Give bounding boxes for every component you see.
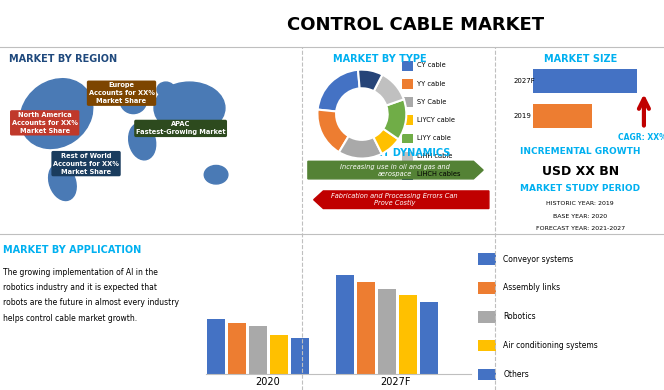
Text: APAC
Fastest-Growing Market: APAC Fastest-Growing Market: [136, 121, 225, 135]
Text: Europe
Accounts for XX%
Market Share: Europe Accounts for XX% Market Share: [88, 82, 155, 104]
Wedge shape: [339, 136, 382, 158]
Ellipse shape: [48, 164, 76, 200]
Bar: [207, 319, 225, 374]
Text: USD XX BN: USD XX BN: [542, 165, 619, 178]
Text: Air conditioning systems: Air conditioning systems: [503, 341, 598, 350]
Bar: [478, 282, 496, 294]
Bar: [533, 69, 637, 93]
Bar: [478, 340, 496, 351]
Text: 2027F: 2027F: [513, 78, 535, 84]
Bar: [478, 254, 496, 265]
Bar: [402, 152, 413, 161]
Bar: [402, 134, 413, 143]
Text: Fabrication and Processing Errors Can
Prove Costly: Fabrication and Processing Errors Can Pr…: [331, 193, 458, 206]
Bar: [249, 326, 268, 374]
FancyArrow shape: [308, 161, 483, 179]
Text: LiYCY cable: LiYCY cable: [417, 117, 455, 123]
Text: CY cable: CY cable: [417, 62, 446, 68]
Ellipse shape: [21, 79, 93, 149]
Text: Conveyor systems: Conveyor systems: [503, 255, 574, 264]
Ellipse shape: [154, 82, 225, 134]
Text: LiYY cable: LiYY cable: [417, 135, 451, 141]
Bar: [378, 289, 396, 374]
Text: MARKET BY REGION: MARKET BY REGION: [9, 54, 118, 64]
Text: SY Cable: SY Cable: [417, 99, 446, 105]
Bar: [291, 339, 309, 374]
Bar: [228, 323, 246, 374]
Text: LiHH cable: LiHH cable: [417, 153, 452, 159]
Bar: [478, 311, 496, 323]
Text: FORECAST YEAR: 2021-2027: FORECAST YEAR: 2021-2027: [536, 227, 625, 232]
Ellipse shape: [120, 88, 147, 113]
Wedge shape: [358, 70, 382, 91]
Text: INCREMENTAL GROWTH: INCREMENTAL GROWTH: [520, 147, 641, 156]
FancyArrow shape: [313, 191, 489, 209]
Bar: [357, 282, 375, 374]
Bar: [336, 275, 354, 374]
Text: MARKET DYNAMICS: MARKET DYNAMICS: [345, 148, 451, 158]
Text: North America
Accounts for XX%
Market Share: North America Accounts for XX% Market Sh…: [12, 112, 78, 134]
Bar: [270, 335, 288, 374]
Text: HISTORIC YEAR: 2019: HISTORIC YEAR: 2019: [546, 201, 614, 206]
Text: CONTROL CABLE MARKET: CONTROL CABLE MARKET: [287, 16, 544, 34]
Text: YY cable: YY cable: [417, 81, 445, 87]
Bar: [402, 79, 413, 89]
Text: Assembly links: Assembly links: [503, 284, 560, 292]
Text: LiHCH cables: LiHCH cables: [417, 171, 460, 177]
Text: 2019: 2019: [513, 113, 531, 119]
Text: CAGR: XX%: CAGR: XX%: [618, 133, 664, 142]
Ellipse shape: [129, 123, 155, 160]
Wedge shape: [373, 129, 398, 154]
Text: Rest of World
Accounts for XX%
Market Share: Rest of World Accounts for XX% Market Sh…: [53, 152, 119, 175]
Text: The growing implementation of AI in the
robotics industry and it is expected tha: The growing implementation of AI in the …: [3, 268, 179, 323]
Text: Others: Others: [503, 370, 529, 379]
Text: MARKET SIZE: MARKET SIZE: [544, 54, 617, 64]
Wedge shape: [374, 74, 404, 106]
Bar: [402, 61, 413, 71]
Bar: [533, 105, 592, 128]
Ellipse shape: [157, 82, 175, 97]
Wedge shape: [317, 70, 360, 112]
Bar: [402, 170, 413, 179]
Text: BASE YEAR: 2020: BASE YEAR: 2020: [553, 214, 608, 219]
Text: MARKET BY APPLICATION: MARKET BY APPLICATION: [3, 245, 141, 255]
Text: Increasing use in oil and gas and
aerospace: Increasing use in oil and gas and aerosp…: [339, 163, 450, 177]
Ellipse shape: [205, 165, 228, 184]
Text: MARKET BY TYPE: MARKET BY TYPE: [333, 54, 426, 64]
Text: MARKET STUDY PERIOD: MARKET STUDY PERIOD: [521, 184, 640, 193]
Bar: [402, 115, 413, 125]
Wedge shape: [383, 99, 406, 139]
Bar: [399, 296, 417, 374]
Bar: [420, 302, 438, 374]
Wedge shape: [317, 110, 349, 152]
Bar: [478, 369, 496, 380]
Text: Robotics: Robotics: [503, 312, 536, 321]
Bar: [402, 97, 413, 107]
